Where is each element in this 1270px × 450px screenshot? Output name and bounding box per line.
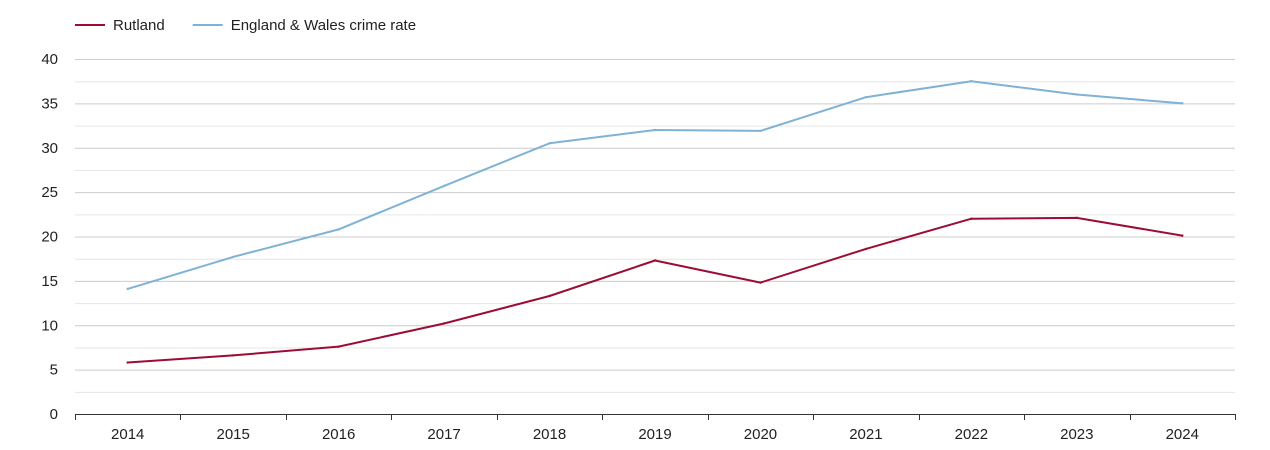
x-tick-label: 2014 (111, 426, 144, 443)
series-line-0 (126, 216, 1184, 364)
data-point-1 (759, 129, 762, 133)
series-lines (126, 79, 1184, 364)
y-tick-label: 10 (41, 317, 58, 334)
x-tick-label: 2023 (1060, 426, 1093, 443)
data-point-0 (548, 294, 551, 298)
y-tick-label: 35 (41, 95, 58, 112)
data-point-1 (231, 255, 235, 259)
y-tick-label: 20 (41, 229, 58, 246)
x-tick-label: 2019 (638, 426, 671, 443)
data-point-0 (653, 259, 657, 262)
data-point-1 (970, 79, 973, 83)
x-tick-label: 2018 (533, 426, 566, 443)
legend-label-0: Rutland (113, 17, 165, 34)
legend-label-1: England & Wales crime rate (231, 17, 416, 34)
data-point-0 (231, 354, 235, 357)
x-axis: 2014 2015 2016 2017 2018 2019 2020 2021 2022 2023… (75, 414, 1236, 443)
data-point-0 (970, 217, 973, 220)
data-point-0 (126, 361, 129, 364)
x-tick-label: 2024 (1166, 426, 1199, 443)
data-point-1 (337, 228, 340, 231)
x-tick-label: 2017 (427, 426, 460, 443)
y-tick-label: 40 (41, 51, 58, 68)
x-tick-label: 2015 (216, 426, 249, 443)
y-tick-label: 5 (50, 362, 58, 379)
data-point-1 (442, 184, 446, 188)
y-tick-label: 25 (41, 184, 58, 201)
data-point-1 (653, 128, 657, 132)
data-point-0 (337, 345, 340, 348)
y-tick-label: 0 (50, 406, 58, 423)
data-point-0 (1181, 234, 1184, 237)
x-tick-label: 2022 (955, 426, 988, 443)
x-tick-label: 2020 (744, 426, 777, 443)
y-axis-ticks: 0 5 10 15 20 25 30 35 40 (41, 51, 58, 423)
data-point-1 (1075, 93, 1079, 96)
data-point-1 (1181, 102, 1184, 105)
gridlines (75, 59, 1235, 393)
data-point-1 (864, 95, 868, 99)
data-point-0 (442, 322, 446, 325)
legend: Rutland England & Wales crime rate (75, 17, 416, 34)
x-tick-label: 2016 (322, 426, 355, 443)
y-tick-label: 30 (41, 140, 58, 157)
data-point-0 (759, 281, 762, 284)
series-line-1 (126, 80, 1184, 290)
data-point-0 (864, 247, 868, 251)
data-point-1 (548, 142, 551, 145)
y-tick-label: 15 (41, 273, 58, 290)
data-point-0 (1075, 216, 1079, 220)
data-point-1 (126, 287, 129, 291)
x-tick-label: 2021 (849, 426, 882, 443)
